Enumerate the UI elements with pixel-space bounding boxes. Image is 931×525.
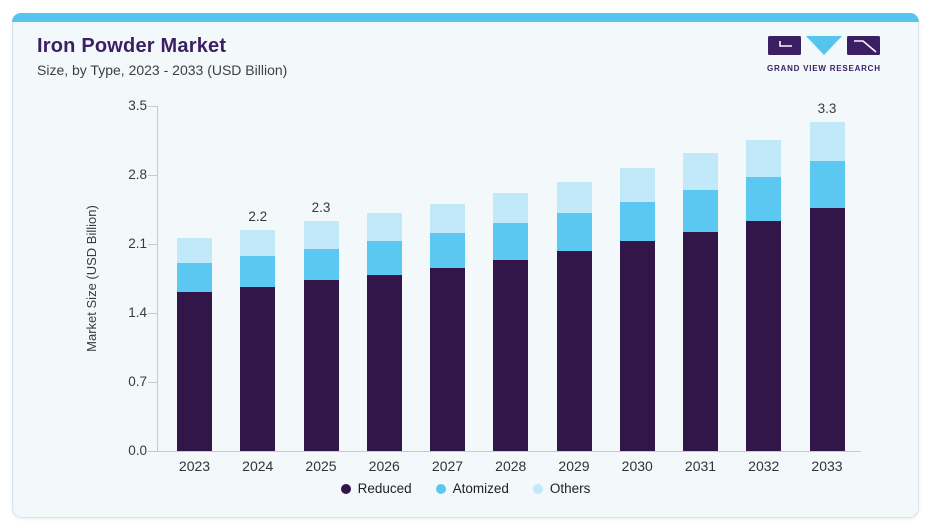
bar-segment-atomized-2026 <box>366 241 402 275</box>
x-tick-label-2031: 2031 <box>684 458 717 474</box>
x-tick-label-2030: 2030 <box>621 458 653 474</box>
bar-segment-atomized-2031 <box>683 189 718 233</box>
y-tick-label: 0.7 <box>128 374 147 389</box>
bar-2033 <box>809 121 845 451</box>
bar-segment-reduced-2029 <box>556 250 592 451</box>
bar-2026 <box>366 213 402 451</box>
y-tick-label: 0.0 <box>128 443 147 458</box>
bar-segment-reduced-2023 <box>177 292 212 451</box>
x-tick-label-2027: 2027 <box>431 458 464 474</box>
x-axis-line <box>157 451 861 452</box>
y-tick-mark <box>148 175 157 176</box>
legend-label-reduced: Reduced <box>357 481 412 496</box>
y-tick-mark <box>148 313 157 314</box>
y-tick-mark <box>148 244 157 245</box>
bar-segment-reduced-2024 <box>240 287 276 451</box>
bar-value-label-2025: 2.3 <box>311 200 331 216</box>
y-axis-title: Market Size (USD Billion) <box>83 106 99 451</box>
bar-segment-atomized-2033 <box>809 161 845 208</box>
bar-segment-atomized-2027 <box>430 233 465 268</box>
chart-card: Iron Powder Market Size, by Type, 2023 -… <box>12 13 919 518</box>
bar-segment-reduced-2032 <box>746 221 782 451</box>
bar-2027 <box>430 203 465 451</box>
legend-item-others: Others <box>532 481 591 496</box>
y-tick-mark <box>148 451 157 452</box>
bar-segment-others-2030 <box>619 168 655 202</box>
bar-segment-reduced-2030 <box>619 241 655 451</box>
bar-segment-others-2028 <box>493 192 529 224</box>
x-tick-label-2028: 2028 <box>495 458 527 474</box>
bar-segment-others-2033 <box>809 121 845 162</box>
bar-segment-others-2025 <box>303 221 339 249</box>
legend-label-others: Others <box>549 481 591 496</box>
logo-mark <box>768 36 880 55</box>
bar-segment-reduced-2031 <box>683 232 718 451</box>
y-tick-mark <box>148 382 157 383</box>
bar-segment-others-2026 <box>366 213 402 242</box>
y-axis-line <box>157 106 158 452</box>
bar-segment-others-2031 <box>683 153 718 190</box>
bar-2023 <box>177 238 212 451</box>
y-axis-title-text: Market Size (USD Billion) <box>83 205 99 352</box>
x-tick-label-2032: 2032 <box>748 458 780 474</box>
x-tick-label-2026: 2026 <box>368 458 400 474</box>
logo-r-glyph <box>854 40 877 53</box>
bar-segment-others-2029 <box>556 181 592 214</box>
bar-segment-reduced-2028 <box>493 259 529 451</box>
bar-2025 <box>303 221 339 451</box>
legend-item-atomized: Atomized <box>435 481 509 496</box>
bar-segment-reduced-2033 <box>809 207 845 451</box>
bar-segment-atomized-2032 <box>746 176 782 222</box>
page-title: Iron Powder Market <box>37 35 227 57</box>
bar-segment-others-2024 <box>240 230 276 256</box>
bar-segment-reduced-2026 <box>366 274 402 451</box>
x-tick-label-2029: 2029 <box>558 458 590 474</box>
bar-segment-reduced-2027 <box>430 267 465 451</box>
logo-text: GRAND VIEW RESEARCH <box>767 64 881 73</box>
top-accent-bar <box>12 13 919 22</box>
y-tick-label: 2.8 <box>128 167 147 182</box>
bar-segment-atomized-2025 <box>303 248 339 281</box>
bar-segment-atomized-2023 <box>177 262 212 293</box>
y-tick-label: 1.4 <box>128 305 147 320</box>
bar-segment-atomized-2029 <box>556 213 592 251</box>
x-tick-label-2033: 2033 <box>811 458 843 474</box>
bar-segment-others-2023 <box>177 238 212 263</box>
y-tick-mark <box>148 106 157 107</box>
bar-2029 <box>556 181 592 451</box>
legend-dot-others <box>532 483 543 494</box>
y-tick-label: 3.5 <box>128 98 147 113</box>
bar-segment-others-2027 <box>430 203 465 234</box>
logo-g-glyph <box>779 41 792 47</box>
bar-value-label-2024: 2.2 <box>248 209 268 225</box>
bar-segment-atomized-2024 <box>240 255 276 288</box>
y-tick-label: 2.1 <box>128 236 147 251</box>
bar-segment-atomized-2028 <box>493 223 529 260</box>
stacked-bar-chart: Market Size (USD Billion) 0.0 0.7 1.4 2.1 2.… <box>13 14 918 517</box>
bar-segment-others-2032 <box>746 139 782 177</box>
legend: Reduced Atomized Others <box>13 481 918 496</box>
legend-label-atomized: Atomized <box>452 481 509 496</box>
bar-segment-atomized-2030 <box>619 201 655 242</box>
bar-2030 <box>619 168 655 451</box>
bar-segment-reduced-2025 <box>303 280 339 451</box>
bar-2028 <box>493 192 529 451</box>
bar-2032 <box>746 139 782 451</box>
legend-dot-atomized <box>435 483 446 494</box>
grand-view-research-logo: GRAND VIEW RESEARCH <box>767 36 881 73</box>
logo-triangle-icon <box>806 36 842 55</box>
legend-item-reduced: Reduced <box>340 481 412 496</box>
x-tick-label-2023: 2023 <box>178 458 211 474</box>
legend-dot-reduced <box>340 483 351 494</box>
page-subtitle: Size, by Type, 2023 - 2033 (USD Billion) <box>37 62 288 78</box>
x-tick-label-2024: 2024 <box>242 458 274 474</box>
bar-2024 <box>240 230 276 451</box>
x-tick-label-2025: 2025 <box>305 458 337 474</box>
plot-area: 2.2 2.3 3.3 <box>157 101 861 451</box>
bar-2031 <box>683 153 718 451</box>
bar-value-label-2033: 3.3 <box>817 100 837 116</box>
